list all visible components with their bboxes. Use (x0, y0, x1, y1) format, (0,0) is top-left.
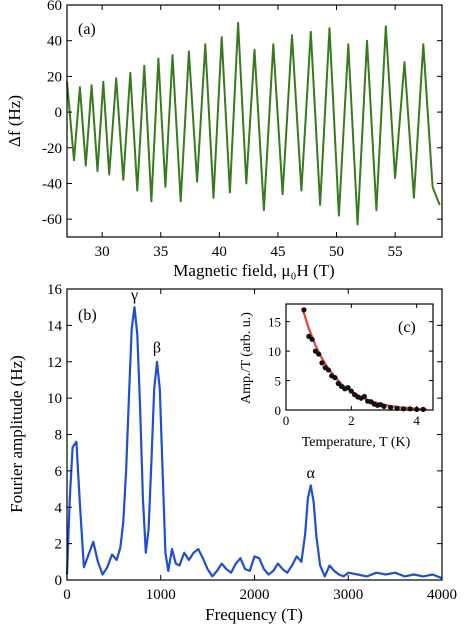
panel-b-y-axis-label: Fourier amplitude (Hz) (7, 355, 26, 513)
panel-b-plot (65, 306, 443, 580)
x-tick-label: 1000 (146, 587, 176, 603)
x-tick-label: 4 (413, 413, 420, 428)
y-tick-label: 0 (55, 105, 63, 121)
y-tick-label: 6 (55, 464, 63, 480)
peak-label: β (153, 340, 161, 357)
y-tick-label: -20 (42, 141, 62, 157)
panel-c-data-point (319, 360, 325, 366)
y-tick-label: 60 (47, 0, 62, 14)
y-tick-label: 2 (55, 537, 63, 553)
x-tick-label: 35 (153, 244, 168, 260)
y-tick-label: 5 (275, 374, 282, 389)
panel-c-data-point (381, 403, 387, 410)
panel-c-x-ticks: 0 2 4 (283, 304, 420, 428)
y-tick-label: -40 (42, 176, 62, 192)
panel-a-y-axis-label: Δf (Hz) (5, 95, 24, 147)
y-tick-label: 10 (47, 391, 62, 407)
peak-label: α (307, 465, 316, 482)
panel-c-frame (285, 303, 434, 411)
peak-label: γ (130, 287, 138, 304)
y-tick-label: 0 (275, 403, 282, 418)
x-tick-label: 0 (283, 413, 290, 428)
y-tick-label: 10 (268, 344, 281, 359)
panel-c-data-point (348, 388, 354, 394)
y-tick-label: 4 (55, 500, 63, 516)
panel-b-x-axis-label: Frequency (T) (205, 605, 303, 624)
y-tick-label: 40 (47, 34, 62, 50)
panel-a-series-line (66, 21, 441, 226)
panel-c-data-point (301, 307, 307, 313)
x-tick-label: 50 (329, 244, 344, 260)
panel-a-y-ticks: -60 -40 -20 0 20 40 60 (42, 0, 442, 228)
panel-c-data-point (407, 406, 413, 412)
panel-b-series-line (65, 306, 443, 580)
x-tick-label: 40 (212, 244, 227, 260)
panel-b-y-ticks: 0 2 4 6 8 10 12 14 16 (47, 282, 442, 589)
x-tick-label: 2000 (240, 587, 270, 603)
panel-c-y-ticks: 0 5 10 15 (268, 315, 433, 418)
panel-c-background (286, 304, 433, 410)
panel-c-data-point (309, 336, 315, 342)
x-tick-label: 0 (63, 587, 71, 603)
y-tick-label: 14 (47, 318, 63, 334)
panel-c-plot (301, 307, 427, 413)
panel-c-label: (c) (398, 319, 416, 336)
y-tick-label: 16 (47, 282, 63, 298)
panel-c-data-point (345, 385, 351, 391)
panel-c-data-point (332, 375, 338, 381)
y-tick-label: 8 (55, 428, 63, 444)
panel-c-data-point (325, 367, 332, 373)
panel-a: 30 35 40 45 50 55 -60 -40 -20 0 20 40 60 (a) Magnet… (5, 0, 443, 280)
y-tick-label: -60 (42, 212, 62, 228)
panel-a-x-ticks: 30 35 40 45 50 55 (95, 5, 403, 260)
x-tick-label: 4000 (427, 587, 457, 603)
panel-c-data-point (316, 351, 322, 357)
y-tick-label: 12 (47, 355, 62, 371)
panel-a-plot (66, 21, 441, 226)
panel-c-y-axis-label: Amp./T (arb. u.) (239, 312, 254, 404)
panel-c-inset: 0 2 4 0 5 10 15 (c) Temperature, T (K) Amp./T… (239, 303, 434, 450)
y-tick-label: 0 (55, 573, 63, 589)
panel-a-label: (a) (78, 21, 96, 38)
panel-b-x-ticks: 0 1000 2000 3000 4000 (63, 289, 457, 603)
panel-b-annotations: γ β α (130, 287, 316, 482)
panel-a-frame (66, 4, 443, 238)
panel-b-label: (b) (78, 307, 97, 324)
x-tick-label: 3000 (333, 587, 363, 603)
panel-c-data-point (401, 406, 407, 412)
panel-c-x-axis-label: Temperature, T (K) (302, 435, 411, 450)
x-tick-label: 2 (348, 413, 355, 428)
panel-c-data-point (361, 393, 367, 400)
x-tick-label: 30 (95, 244, 110, 260)
panel-a-x-axis-label: Magnetic field, μ₀H (T) (173, 261, 334, 280)
y-tick-label: 15 (268, 315, 281, 330)
x-tick-label: 55 (388, 244, 403, 260)
panel-c-data-point (387, 405, 394, 411)
x-tick-label: 45 (270, 244, 285, 260)
y-tick-label: 20 (47, 69, 62, 85)
